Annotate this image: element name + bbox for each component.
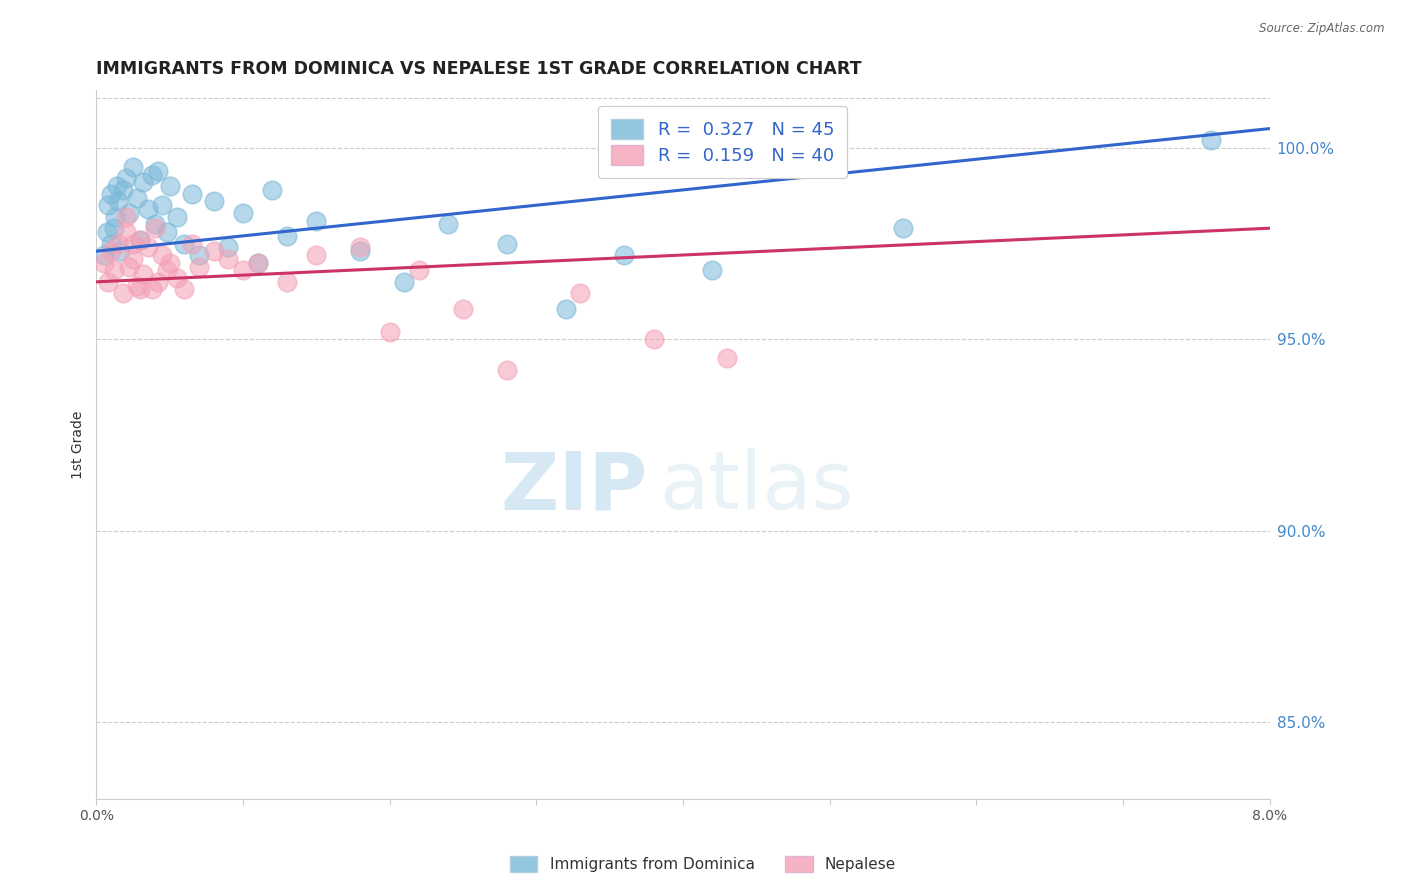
Point xyxy=(202,194,225,209)
Point xyxy=(246,255,269,269)
Point xyxy=(143,221,166,235)
Point xyxy=(117,206,139,220)
Point xyxy=(759,148,782,162)
Point xyxy=(276,275,298,289)
Point xyxy=(166,271,188,285)
Point xyxy=(173,283,195,297)
Point xyxy=(132,175,155,189)
Point xyxy=(166,210,188,224)
Point xyxy=(146,163,169,178)
Point xyxy=(141,283,163,297)
Point xyxy=(107,236,129,251)
Point xyxy=(569,286,592,301)
Point xyxy=(554,301,576,316)
Point xyxy=(437,218,460,232)
Point xyxy=(100,236,122,251)
Point xyxy=(114,210,136,224)
Point xyxy=(150,198,173,212)
Point xyxy=(136,202,159,216)
Point xyxy=(891,221,914,235)
Point xyxy=(129,233,152,247)
Point xyxy=(159,179,181,194)
Point xyxy=(103,221,125,235)
Point xyxy=(108,244,131,259)
Point xyxy=(156,263,179,277)
Point xyxy=(276,228,298,243)
Point xyxy=(132,267,155,281)
Point xyxy=(246,255,269,269)
Point xyxy=(127,190,149,204)
Point xyxy=(114,171,136,186)
Point xyxy=(496,236,519,251)
Point xyxy=(232,263,254,277)
Point xyxy=(156,225,179,239)
Text: ZIP: ZIP xyxy=(501,448,648,526)
Point xyxy=(716,351,738,366)
Point xyxy=(97,198,120,212)
Point xyxy=(188,248,211,262)
Point xyxy=(643,332,665,346)
Text: IMMIGRANTS FROM DOMINICA VS NEPALESE 1ST GRADE CORRELATION CHART: IMMIGRANTS FROM DOMINICA VS NEPALESE 1ST… xyxy=(97,60,862,78)
Point xyxy=(305,213,328,227)
Point xyxy=(111,286,134,301)
Point xyxy=(122,160,145,174)
Point xyxy=(97,275,120,289)
Point xyxy=(1199,133,1222,147)
Point xyxy=(305,248,328,262)
Point xyxy=(103,263,125,277)
Point xyxy=(122,252,145,266)
Point xyxy=(143,218,166,232)
Point xyxy=(180,186,202,201)
Legend: R =  0.327   N = 45, R =  0.159   N = 40: R = 0.327 N = 45, R = 0.159 N = 40 xyxy=(598,106,846,178)
Point xyxy=(104,210,127,224)
Point xyxy=(100,186,122,201)
Point xyxy=(496,363,519,377)
Point xyxy=(117,260,139,274)
Point xyxy=(146,275,169,289)
Point xyxy=(100,244,122,259)
Point xyxy=(173,236,195,251)
Point xyxy=(93,255,115,269)
Text: Source: ZipAtlas.com: Source: ZipAtlas.com xyxy=(1260,22,1385,36)
Text: atlas: atlas xyxy=(659,448,853,526)
Point xyxy=(107,194,129,209)
Point xyxy=(217,252,239,266)
Point xyxy=(93,248,115,262)
Point xyxy=(180,236,202,251)
Point xyxy=(232,206,254,220)
Point xyxy=(129,283,152,297)
Y-axis label: 1st Grade: 1st Grade xyxy=(72,410,86,479)
Point xyxy=(96,225,118,239)
Point xyxy=(702,263,724,277)
Point xyxy=(129,233,152,247)
Point xyxy=(122,236,145,251)
Point xyxy=(111,183,134,197)
Point xyxy=(141,168,163,182)
Point xyxy=(349,244,371,259)
Point xyxy=(188,260,211,274)
Legend: Immigrants from Dominica, Nepalese: Immigrants from Dominica, Nepalese xyxy=(502,848,904,880)
Point xyxy=(202,244,225,259)
Point xyxy=(127,278,149,293)
Point xyxy=(349,240,371,254)
Point xyxy=(378,325,401,339)
Point xyxy=(408,263,430,277)
Point xyxy=(136,240,159,254)
Point xyxy=(217,240,239,254)
Point xyxy=(613,248,636,262)
Point xyxy=(451,301,474,316)
Point xyxy=(159,255,181,269)
Point xyxy=(394,275,416,289)
Point xyxy=(262,183,284,197)
Point xyxy=(114,225,136,239)
Point xyxy=(150,248,173,262)
Point xyxy=(105,179,128,194)
